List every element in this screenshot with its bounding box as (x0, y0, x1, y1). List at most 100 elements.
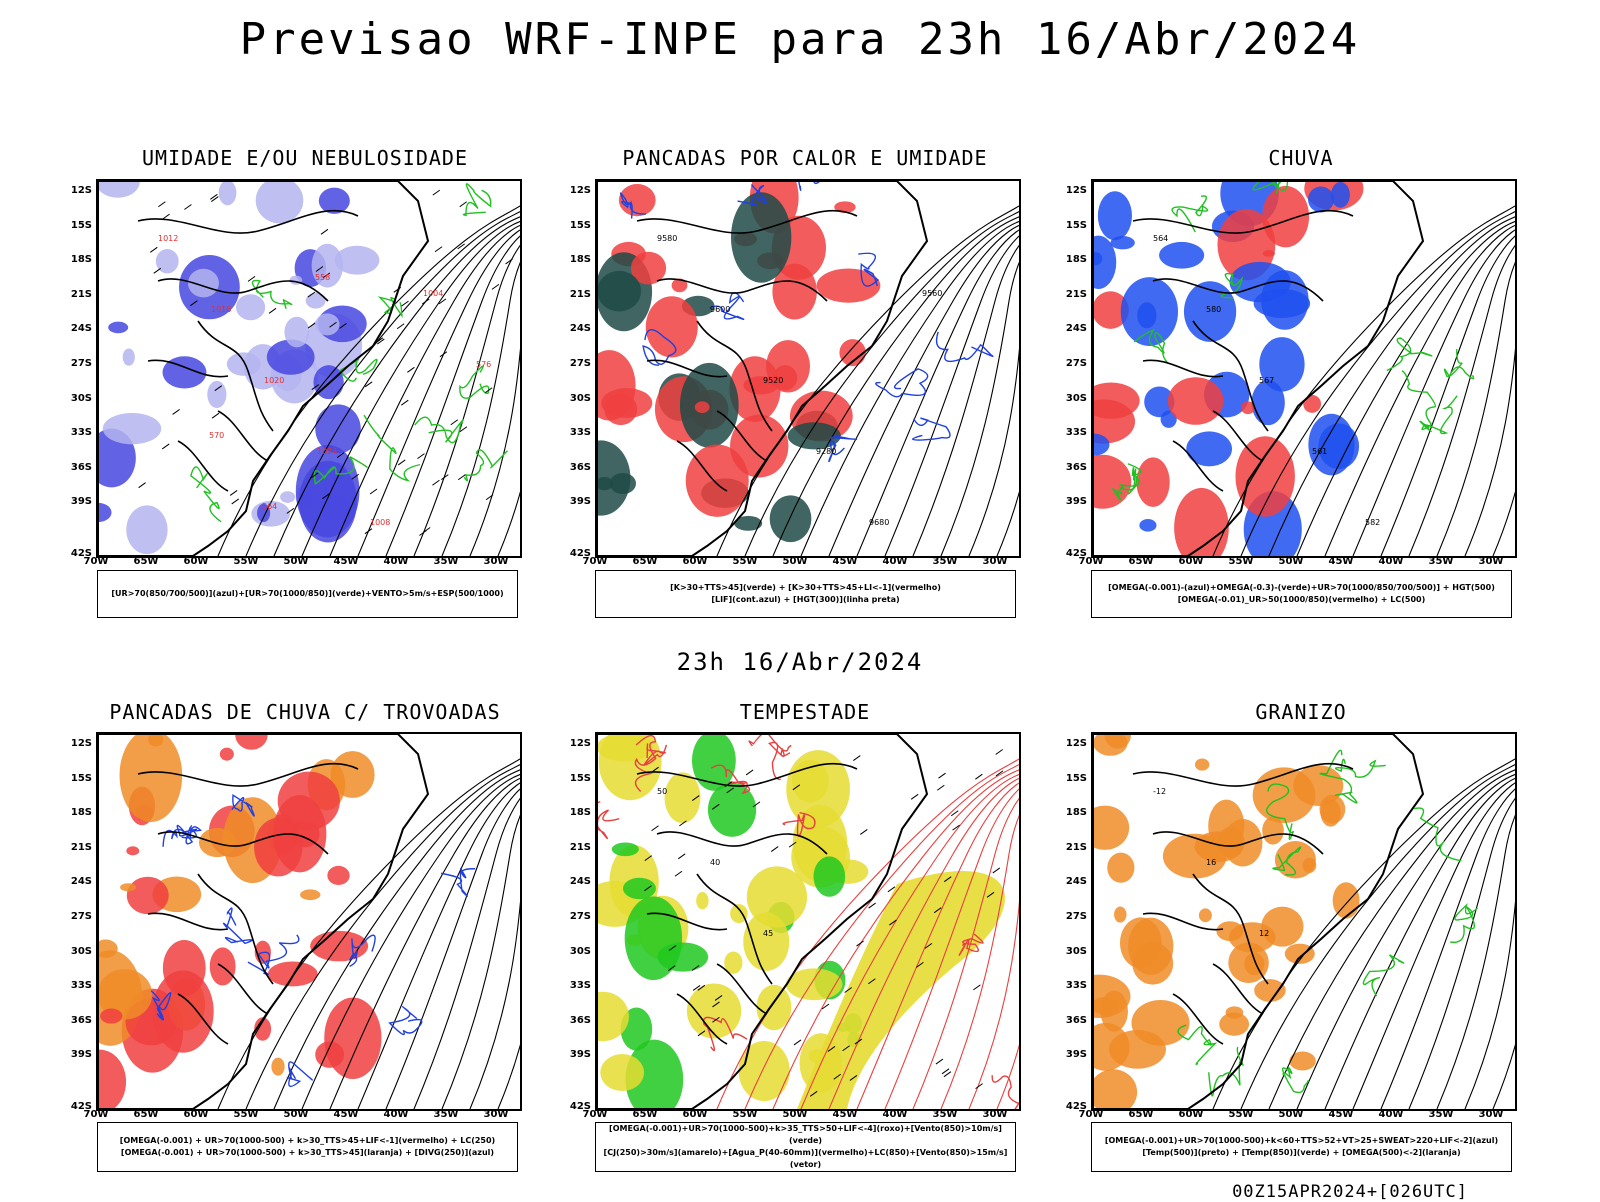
legend-line: [OMEGA(-0.001)+UR>70(1000-500)+k<60+TTS>… (1104, 1136, 1499, 1145)
longitude-label: 30W (982, 556, 1008, 567)
wind-vector (711, 803, 720, 810)
longitude-label: 65W (133, 556, 159, 567)
wind-vector (211, 196, 219, 202)
contour-label: 50 (657, 787, 667, 796)
contour-line (1408, 244, 1515, 556)
wind-vector (485, 494, 494, 501)
wind-vector (691, 795, 700, 801)
contour-line (441, 814, 520, 1109)
wind-vector (924, 942, 933, 949)
longitude-label: 60W (682, 1109, 708, 1120)
secondary-contour (462, 183, 492, 217)
secondary-contour (1386, 337, 1433, 372)
wind-vector (457, 474, 466, 481)
wind-vector (211, 412, 220, 419)
secondary-contour (176, 824, 198, 845)
wind-vector (396, 323, 405, 330)
longitude-label: 40W (1378, 556, 1404, 567)
field-fill (318, 187, 350, 214)
field-fill (122, 348, 135, 366)
secondary-contour (1177, 1024, 1218, 1065)
longitude-label: 35W (433, 556, 459, 567)
field-fill (1109, 1029, 1166, 1069)
latitude-label: 39S (1065, 496, 1087, 508)
wind-vector (307, 322, 316, 329)
contour-line (968, 901, 1019, 1109)
wind-vector (231, 498, 240, 505)
latitude-label: 24S (1065, 323, 1087, 335)
field-fill (162, 356, 207, 389)
field-fill (1252, 767, 1316, 823)
country-border (1142, 359, 1224, 378)
field-fill (1114, 906, 1127, 923)
country-border (646, 359, 728, 378)
wind-vector (752, 801, 761, 808)
longitude-label: 70W (1078, 556, 1104, 567)
map-graphic: 564 580 567 561 582 (1093, 181, 1515, 556)
secondary-contour (231, 793, 255, 817)
contour-line (772, 769, 1019, 1109)
country-border (1192, 320, 1269, 432)
contour-label: 570 (209, 431, 224, 440)
wind-vector (679, 820, 687, 827)
country-border (177, 993, 229, 1045)
secondary-contour (459, 365, 490, 399)
longitude-label: 50W (1278, 556, 1304, 567)
wind-vector (853, 755, 861, 761)
panel-title: PANCADAS POR CALOR E UMIDADE (622, 146, 988, 170)
latitude-label: 18S (70, 254, 92, 266)
field-fill (1186, 431, 1233, 467)
contour-line (1352, 229, 1515, 556)
field-fill (108, 321, 129, 334)
field-fill (766, 340, 811, 393)
contour-label: 564 (1153, 234, 1168, 243)
contour-label: 580 (1206, 305, 1221, 314)
field-fill (1093, 1069, 1138, 1109)
country-border (646, 912, 728, 931)
wind-vector (973, 984, 981, 991)
field-fill (207, 380, 227, 409)
secondary-contour (1450, 902, 1478, 944)
field-fill (611, 842, 639, 857)
wind-vector (788, 841, 797, 848)
secondary-contour (935, 331, 994, 363)
secondary-contour (643, 743, 668, 766)
country-border (1172, 993, 1224, 1045)
secondary-contour (768, 741, 791, 781)
latitude-label: 30S (70, 392, 92, 404)
longitude-label: 45W (333, 556, 359, 567)
wind-vector (439, 351, 448, 358)
contour-line (744, 210, 1019, 556)
wind-vector (214, 385, 223, 392)
country-border (1132, 209, 1354, 234)
longitude-label: 30W (483, 556, 509, 567)
secondary-contour (463, 449, 508, 482)
field-fill (730, 414, 789, 478)
longitude-label: 70W (83, 1109, 109, 1120)
secondary-contour (338, 358, 378, 382)
field-fill (1216, 921, 1244, 942)
latitude-label: 18S (569, 254, 591, 266)
wind-vector (910, 793, 919, 800)
wind-vector (827, 1046, 836, 1052)
wind-vector (339, 322, 347, 329)
field-fill (746, 866, 808, 928)
latitude-label: 24S (569, 876, 591, 888)
field-fill (100, 1008, 123, 1024)
field-fill (1107, 852, 1135, 883)
field-fill (102, 412, 162, 445)
field-fill (622, 877, 656, 900)
contour-line (245, 763, 520, 1109)
wind-vector (434, 246, 443, 253)
field-fill (311, 243, 344, 288)
secondary-contour (1414, 807, 1462, 862)
country-border (157, 278, 329, 302)
contour-label: 1020 (264, 376, 284, 385)
contour-label: 1008 (370, 518, 390, 527)
latitude-label: 30S (569, 392, 591, 404)
wind-vector (393, 286, 402, 293)
field-fill (625, 1039, 684, 1109)
country-border (1212, 410, 1264, 462)
wind-vector (933, 907, 942, 914)
contour-line (357, 229, 520, 556)
